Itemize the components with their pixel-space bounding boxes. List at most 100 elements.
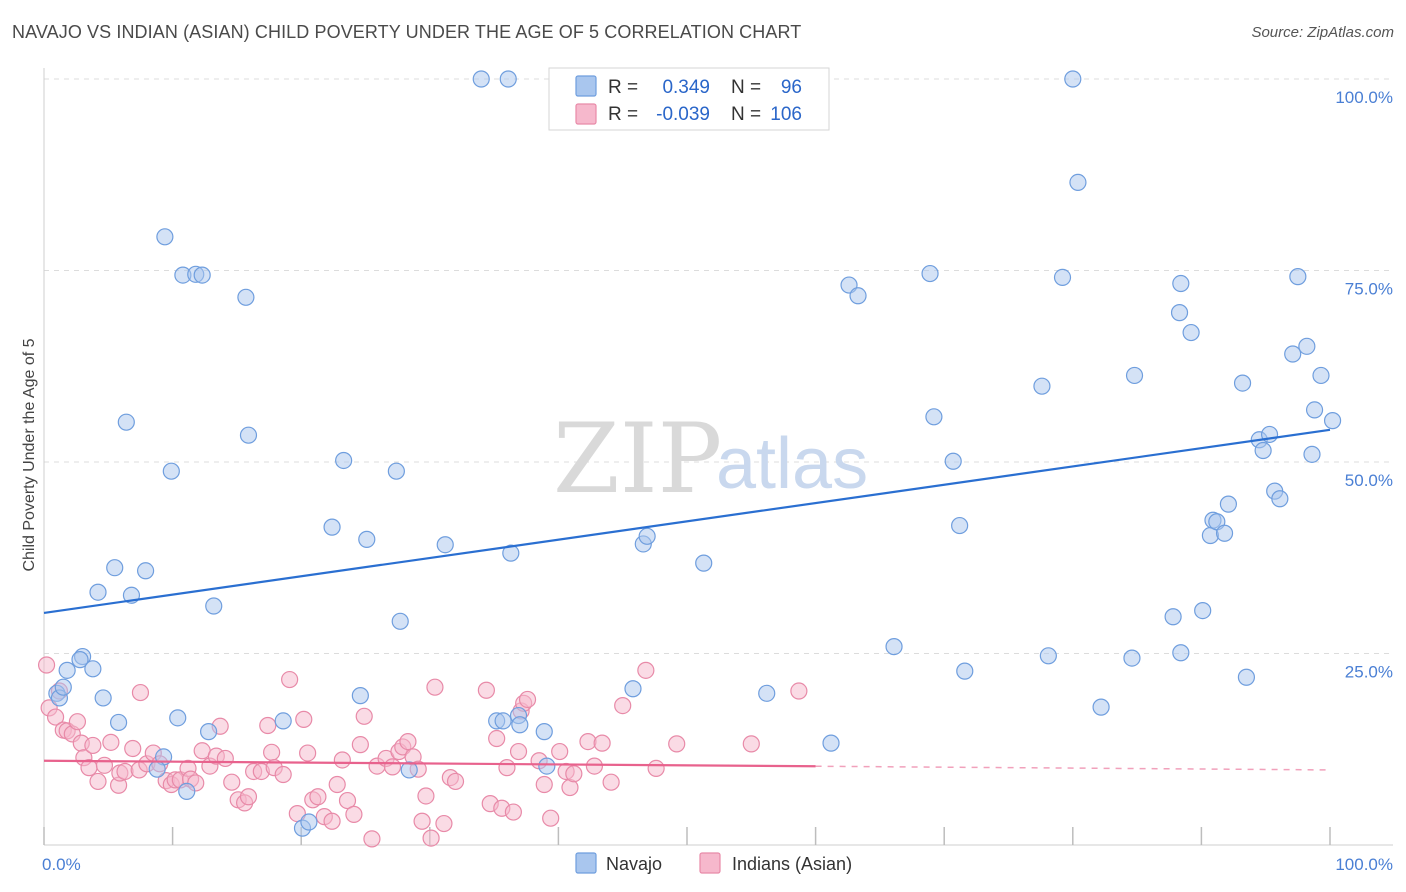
navajo-point-60 [951, 516, 969, 535]
navajo-point-11 [117, 413, 135, 431]
indian-point-56 [338, 791, 357, 810]
navajo-point-44 [511, 716, 529, 734]
indian-point-73 [435, 814, 453, 833]
navajo-point-50 [638, 527, 656, 545]
navajo-point-70 [1164, 608, 1182, 626]
legend-r-label-navajo: R = [608, 77, 638, 98]
indian-point-87 [535, 775, 553, 794]
navajo-point-82 [1237, 668, 1256, 686]
navajo-point-57 [921, 264, 939, 283]
navajo-point-88 [1284, 345, 1302, 363]
indian-point-17 [116, 762, 134, 781]
grid-lines [44, 78, 1393, 654]
indian-point-18 [124, 739, 142, 758]
navajo-point-9 [106, 559, 124, 577]
navajo-point-63 [1039, 647, 1057, 665]
navajo-point-30 [323, 518, 341, 536]
navajo-point-75 [1194, 602, 1212, 620]
series-navajo [48, 70, 1342, 837]
legend-bottom-label-navajo: Navajo [606, 854, 662, 874]
series-legend: Navajo Indians (Asian) [575, 852, 852, 874]
legend-n-label-navajo: N = [731, 77, 761, 98]
navajo-point-89 [1289, 268, 1307, 286]
legend-swatch-navajo [575, 75, 597, 97]
navajo-point-93 [1312, 366, 1330, 385]
navajo-point-65 [1064, 70, 1082, 88]
legend-n-label-indians: N = [731, 104, 761, 125]
navajo-point-37 [436, 536, 454, 554]
indian-point-59 [355, 707, 373, 725]
navajo-point-67 [1092, 698, 1110, 716]
indian-point-78 [488, 729, 506, 748]
navajo-point-38 [472, 70, 490, 88]
navajo-point-66 [1069, 173, 1087, 192]
navajo-point-80 [1219, 495, 1238, 513]
indian-point-14 [102, 733, 120, 751]
indian-point-42 [259, 716, 277, 735]
indian-point-66 [399, 732, 417, 751]
navajo-point-69 [1125, 366, 1144, 385]
indian-point-98 [637, 661, 655, 679]
navajo-point-41 [499, 70, 517, 88]
indian-point-49 [299, 744, 317, 762]
indian-point-46 [281, 670, 299, 689]
navajo-point-73 [1172, 644, 1190, 662]
navajo-point-53 [822, 734, 840, 752]
navajo-point-55 [849, 287, 867, 305]
navajo-point-18 [169, 709, 187, 727]
navajo-point-58 [925, 408, 943, 426]
navajo-point-6 [84, 660, 102, 678]
y-axis-label: Child Poverty Under the Age of 5 [21, 338, 38, 571]
navajo-point-42 [502, 544, 520, 562]
navajo-point-31 [335, 451, 353, 470]
indian-point-20 [131, 683, 150, 702]
y-tick-labels: 100.0% 75.0% 50.0% 25.0% [1335, 88, 1393, 682]
navajo-point-40 [494, 712, 512, 730]
trend-lines [43, 428, 1331, 771]
indian-point-96 [602, 773, 620, 791]
legend-r-label-indians: R = [608, 104, 638, 125]
indian-point-71 [422, 829, 440, 847]
indian-point-43 [263, 743, 281, 761]
navajo-point-84 [1254, 441, 1272, 460]
navajo-point-36 [400, 761, 418, 779]
chart-title: NAVAJO VS INDIAN (ASIAN) CHILD POVERTY U… [12, 22, 802, 42]
navajo-point-74 [1182, 323, 1200, 342]
indian-point-80 [498, 759, 516, 777]
navajo-point-25 [237, 288, 255, 306]
indian-point-75 [446, 772, 465, 791]
navajo-point-92 [1305, 401, 1324, 419]
navajo-point-35 [391, 612, 409, 630]
legend-bottom-label-indians: Indians (Asian) [732, 854, 852, 874]
navajo-point-2 [54, 678, 72, 696]
x-tick-label-min: 0.0% [42, 855, 81, 874]
navajo-point-64 [1053, 268, 1072, 286]
y-tick-label-2: 50.0% [1345, 471, 1393, 490]
indian-point-58 [351, 736, 369, 754]
indian-point-63 [383, 758, 402, 776]
indian-point-93 [579, 732, 597, 751]
navajo-point-56 [885, 638, 903, 656]
indian-point-2 [46, 708, 65, 726]
indian-point-102 [790, 682, 808, 700]
x-tick-label-max: 100.0% [1335, 855, 1393, 874]
navajo-point-27 [274, 712, 292, 730]
navajo-point-79 [1215, 524, 1234, 542]
indian-point-7 [68, 713, 87, 731]
legend-r-value-navajo: 0.349 [662, 77, 710, 98]
indian-point-81 [504, 803, 522, 821]
navajo-point-15 [148, 760, 166, 778]
watermark: ZIP atlas [553, 403, 868, 515]
navajo-point-17 [162, 462, 180, 480]
navajo-point-8 [94, 689, 112, 707]
navajo-point-61 [956, 662, 974, 680]
indian-point-101 [742, 735, 760, 753]
correlation-legend: R = 0.349 N = 96 R = -0.039 N = 106 [548, 67, 830, 131]
navajo-point-90 [1298, 337, 1316, 355]
indian-point-85 [518, 690, 537, 709]
navajo-point-7 [89, 583, 107, 601]
y-tick-label-0: 100.0% [1335, 88, 1393, 107]
navajo-point-94 [1323, 412, 1342, 430]
indian-point-89 [551, 742, 569, 761]
legend-n-value-indians: 106 [770, 104, 802, 125]
